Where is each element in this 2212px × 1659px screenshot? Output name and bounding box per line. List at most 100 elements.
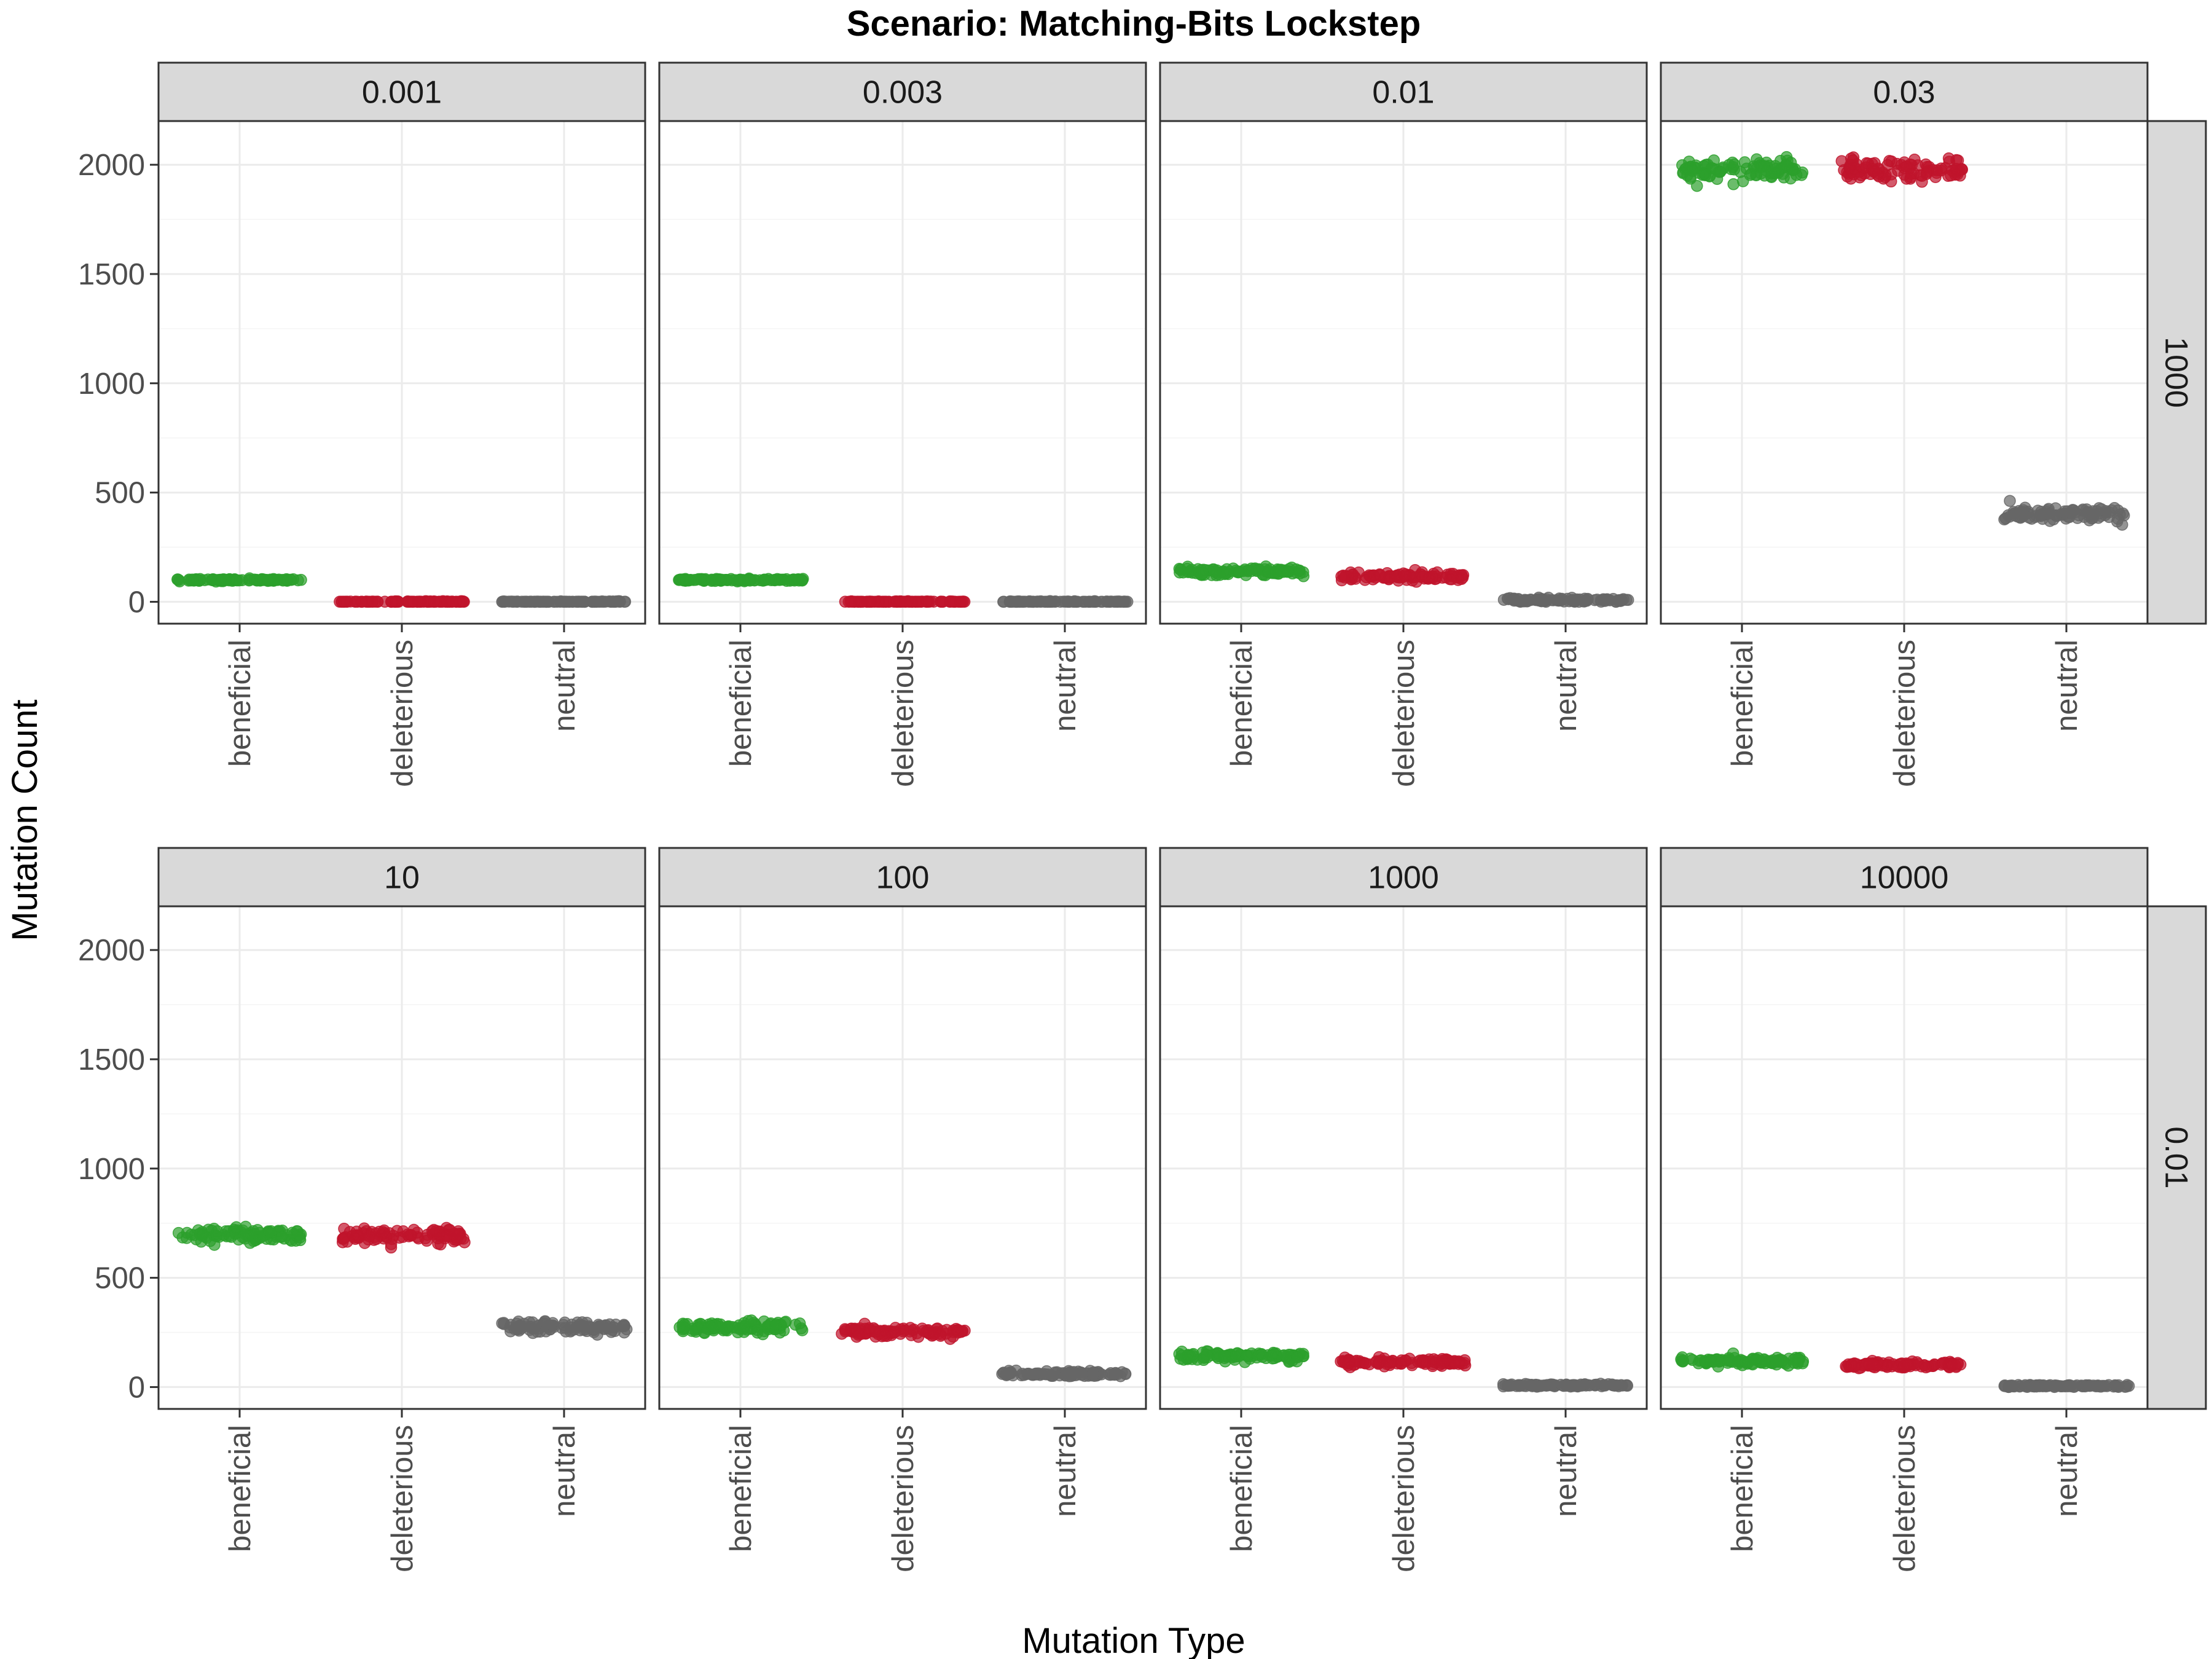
data-point-neutral bbox=[2108, 502, 2121, 514]
data-point-deleterious bbox=[1416, 1355, 1429, 1367]
data-point-beneficial bbox=[1240, 569, 1252, 581]
facet-strip-label: 10 bbox=[384, 860, 420, 896]
data-point-deleterious bbox=[447, 1228, 460, 1241]
row-strip: 1000 bbox=[2146, 120, 2207, 625]
data-point-neutral bbox=[1095, 595, 1107, 608]
facet-panel: 0.003 beneficial deleterious neutral bbox=[658, 61, 1147, 787]
data-point-beneficial bbox=[769, 1319, 782, 1332]
data-point-beneficial bbox=[745, 1314, 758, 1327]
data-point-neutral bbox=[498, 1318, 510, 1330]
data-point-neutral bbox=[1026, 1368, 1038, 1381]
data-point-deleterious bbox=[1846, 154, 1859, 167]
data-point-beneficial bbox=[251, 1224, 264, 1236]
data-point-neutral bbox=[996, 1368, 1008, 1380]
data-point-neutral bbox=[1614, 594, 1626, 606]
data-point-beneficial bbox=[1684, 172, 1697, 185]
data-point-neutral bbox=[535, 595, 547, 608]
data-point-neutral bbox=[568, 1323, 581, 1336]
row-strip-label: 1000 bbox=[2159, 337, 2194, 408]
data-point-deleterious bbox=[1883, 155, 1896, 167]
x-tick-label: neutral bbox=[1550, 1425, 1583, 1517]
facet-strip-label: 0.003 bbox=[863, 75, 943, 111]
x-tick-label: beneficial bbox=[1726, 1425, 1759, 1552]
data-point-beneficial bbox=[1267, 1346, 1280, 1359]
data-point-deleterious bbox=[1453, 1358, 1465, 1370]
data-point-deleterious bbox=[891, 595, 904, 608]
y-tick-label: 0 bbox=[128, 586, 145, 619]
data-point-neutral bbox=[560, 595, 573, 608]
data-point-beneficial bbox=[1779, 159, 1792, 171]
x-tick-label: neutral bbox=[2050, 640, 2084, 732]
data-point-deleterious bbox=[912, 1330, 925, 1343]
y-tick-label: 1000 bbox=[78, 1153, 145, 1186]
y-tick-label: 0 bbox=[128, 1371, 145, 1404]
data-point-beneficial bbox=[1752, 1352, 1765, 1364]
data-point-deleterious bbox=[1373, 568, 1386, 581]
data-point-neutral bbox=[1072, 595, 1084, 608]
data-point-deleterious bbox=[934, 1330, 947, 1342]
y-tick-label: 2000 bbox=[78, 149, 145, 182]
data-point-deleterious bbox=[1416, 571, 1429, 583]
data-point-beneficial bbox=[1241, 1349, 1253, 1362]
data-point-deleterious bbox=[852, 1328, 865, 1341]
data-point-neutral bbox=[1596, 1380, 1608, 1392]
facet-strip-label: 100 bbox=[876, 860, 930, 896]
data-point-neutral bbox=[1059, 1370, 1072, 1382]
data-point-neutral bbox=[593, 1320, 606, 1333]
data-point-neutral bbox=[1582, 592, 1594, 605]
data-point-beneficial bbox=[211, 1225, 224, 1237]
data-point-deleterious bbox=[1398, 570, 1411, 582]
data-point-beneficial bbox=[1281, 566, 1294, 578]
data-point-neutral bbox=[1534, 1380, 1547, 1392]
data-point-deleterious bbox=[1450, 571, 1463, 583]
data-point-beneficial bbox=[1291, 1351, 1304, 1363]
x-tick-label: neutral bbox=[2050, 1425, 2084, 1517]
data-point-neutral bbox=[1023, 595, 1035, 608]
data-point-beneficial bbox=[1263, 567, 1276, 579]
data-point-neutral bbox=[509, 1321, 522, 1333]
data-point-beneficial bbox=[1173, 563, 1186, 575]
y-axis-title: Mutation Count bbox=[5, 699, 45, 941]
chart-title: Scenario: Matching-Bits Lockstep bbox=[847, 4, 1421, 44]
data-point-deleterious bbox=[366, 595, 379, 608]
data-point-deleterious bbox=[936, 595, 949, 608]
facet-panel: 1000 beneficial deleterious neutral bbox=[1159, 847, 1648, 1572]
data-point-beneficial bbox=[1698, 168, 1710, 181]
data-point-deleterious bbox=[1840, 1360, 1852, 1373]
data-point-neutral bbox=[1007, 595, 1019, 608]
data-point-deleterious bbox=[1887, 1358, 1899, 1371]
x-tick-label: deleterious bbox=[887, 1425, 920, 1572]
facet-panel: 0.001 beneficial deleterious neutral 0 500 100… bbox=[78, 61, 646, 787]
data-point-deleterious bbox=[1868, 165, 1880, 177]
data-point-beneficial bbox=[1218, 1349, 1231, 1362]
data-point-neutral bbox=[2009, 507, 2022, 520]
data-point-neutral bbox=[618, 1319, 631, 1332]
data-point-neutral bbox=[1054, 595, 1067, 608]
data-point-deleterious bbox=[1338, 571, 1351, 584]
y-tick-label: 1000 bbox=[78, 367, 145, 401]
facet-panel: 100 beneficial deleterious neutral bbox=[658, 847, 1147, 1572]
data-point-deleterious bbox=[338, 1223, 350, 1235]
data-point-deleterious bbox=[411, 1226, 423, 1239]
data-point-neutral bbox=[516, 595, 528, 608]
row-strip-background bbox=[2146, 905, 2207, 1410]
data-point-neutral bbox=[1532, 591, 1545, 604]
data-point-beneficial bbox=[673, 574, 685, 586]
data-point-neutral bbox=[2041, 506, 2053, 518]
data-point-beneficial bbox=[718, 574, 730, 586]
data-point-deleterious bbox=[373, 1225, 386, 1238]
data-point-neutral bbox=[1515, 1379, 1528, 1392]
data-point-deleterious bbox=[1951, 168, 1964, 181]
facet-strip bbox=[1660, 847, 2149, 908]
data-point-beneficial bbox=[268, 573, 280, 586]
data-point-beneficial bbox=[1250, 565, 1263, 577]
data-point-deleterious bbox=[897, 1322, 910, 1335]
data-point-deleterious bbox=[393, 1231, 406, 1244]
data-point-deleterious bbox=[855, 595, 868, 608]
y-tick-label: 500 bbox=[95, 1262, 145, 1295]
data-point-deleterious bbox=[453, 595, 466, 608]
data-point-neutral bbox=[2049, 1379, 2061, 1392]
data-point-deleterious bbox=[1349, 573, 1362, 585]
data-point-neutral bbox=[589, 595, 602, 608]
